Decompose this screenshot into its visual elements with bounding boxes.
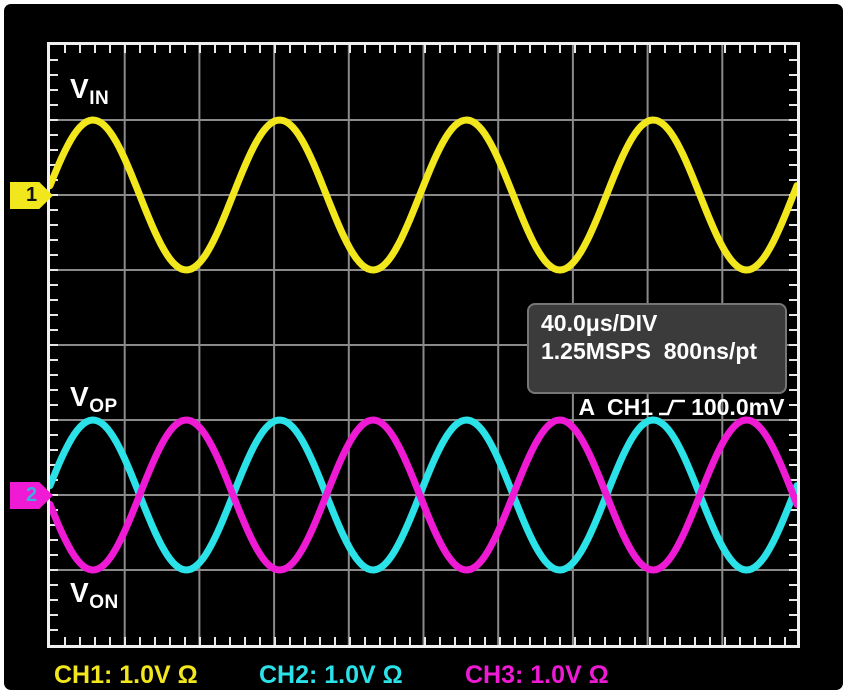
ch2-scale-readout: CH2: 1.0V Ω [259, 661, 403, 689]
waveform-ch3-von [50, 416, 797, 574]
sample-rate-readout: 1.25MSPS 800ns/pt [541, 338, 758, 364]
trace-label-vin-sub: IN [89, 88, 110, 109]
trigger-readout: A CH1 100.0mV [541, 365, 785, 449]
trace-label-von-main: V [70, 577, 90, 608]
timebase-readout: 40.0μs/DIV [541, 310, 658, 336]
ch1-scale-readout: CH1: 1.0V Ω [54, 661, 198, 689]
trace-label-vop: VOP [70, 382, 118, 422]
trigger-source-text: A CH1 [578, 394, 654, 420]
trace-label-von: VON [70, 578, 119, 618]
waveform-ch2-vop [50, 416, 797, 574]
channel-2-marker-number: 2 [25, 484, 38, 506]
trace-label-vop-sub: OP [89, 396, 118, 417]
trace-label-von-sub: ON [89, 592, 119, 613]
trace-label-vin: VIN [70, 74, 109, 114]
trace-label-vop-main: V [70, 381, 90, 412]
channel-1-marker-number: 1 [25, 184, 38, 206]
scope-screen-panel: VIN VOP VON 1 2 40.0μs/DIV 1.25MSPS 800n… [4, 4, 843, 690]
rising-edge-trigger-icon [659, 399, 686, 416]
waveform-plot [50, 45, 797, 645]
waveform-ch1-vin [50, 116, 797, 274]
trigger-level-text: 100.0mV [691, 394, 785, 420]
ch3-scale-readout: CH3: 1.0V Ω [465, 661, 609, 689]
acquisition-infobox: 40.0μs/DIV 1.25MSPS 800ns/pt A CH1 100.0… [527, 303, 787, 420]
trace-label-vin-main: V [70, 73, 90, 104]
